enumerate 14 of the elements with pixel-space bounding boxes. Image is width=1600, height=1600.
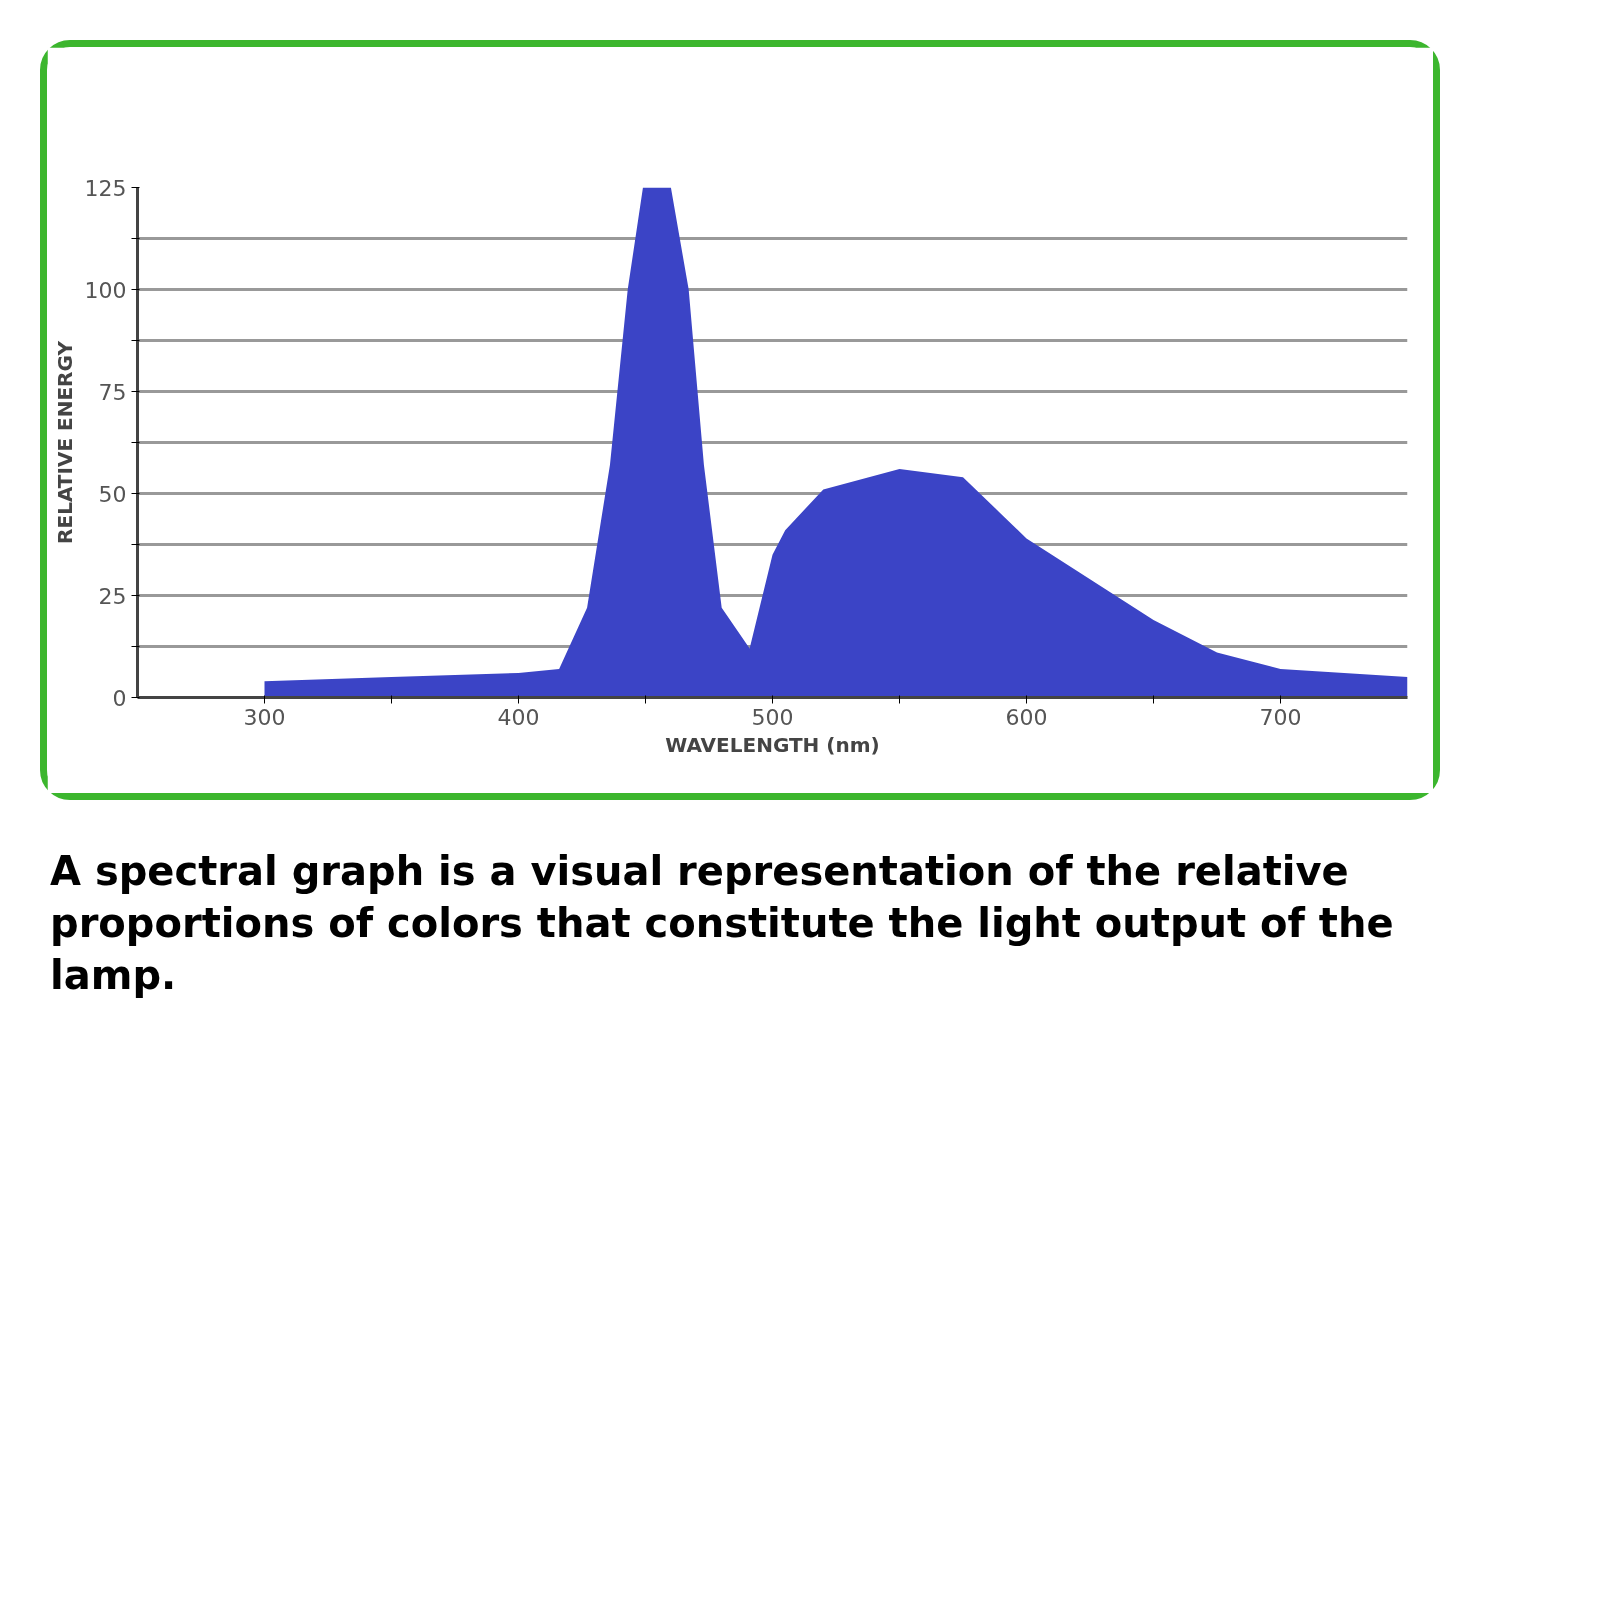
y-axis-title: RELATIVE ENERGY: [52, 340, 77, 544]
x-tick-label: 400: [497, 704, 540, 730]
y-tick-label: 100: [84, 277, 127, 303]
y-tick-label: 0: [112, 685, 127, 711]
y-tick-label: 125: [84, 175, 127, 201]
y-tick-label: 75: [98, 379, 127, 405]
x-axis-title: WAVELENGTH (nm): [665, 732, 880, 757]
x-tick-label: 300: [243, 704, 286, 730]
text: A spectral graph is a visual representation of the relative proportions of colors that constitute the light output of the lamp.: [50, 847, 1395, 1000]
x-tick-label: 500: [751, 704, 794, 730]
y-tick-label: 25: [98, 583, 127, 609]
x-tick-label: 700: [1259, 704, 1302, 730]
x-tick-label: 600: [1005, 704, 1048, 730]
y-tick-label: 50: [98, 481, 127, 507]
